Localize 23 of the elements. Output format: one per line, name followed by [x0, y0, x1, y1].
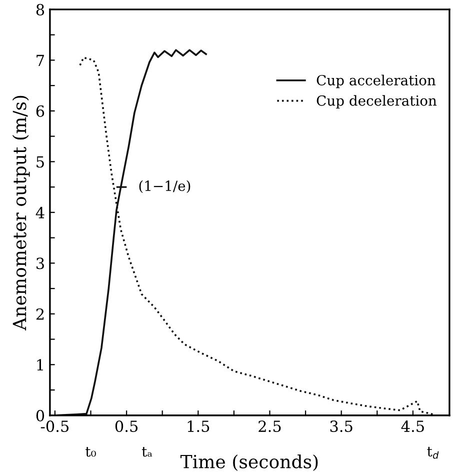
y-tick-label: 3 [36, 258, 44, 270]
x-tick-label: 4.5 [401, 420, 424, 432]
x-tick-label: 2.5 [258, 420, 281, 432]
y-tick-label: 4 [36, 206, 44, 218]
y-tick-label: 8 [36, 4, 44, 16]
annotation: t$_{d}$ [427, 446, 439, 459]
y-tick-label: 5 [36, 156, 44, 168]
annotation: (1−1/e) [139, 180, 190, 194]
legend-label: Cup deceleration [316, 95, 437, 109]
x-tick-label: 0.5 [115, 420, 138, 432]
y-axis-title: Anemometer output (m/s) [12, 96, 30, 330]
text: tₐ [142, 447, 152, 457]
x-axis-title: Time (seconds) [180, 454, 318, 471]
x-tick-label: 3.5 [330, 420, 352, 432]
legend-label: Cup acceleration [316, 74, 436, 88]
annotation: t₀ [86, 447, 96, 457]
x-tick-label: 1.5 [188, 420, 210, 432]
y-tick-label: 7 [36, 54, 44, 66]
y-tick-label: 6 [36, 105, 44, 117]
y-tick-label: 0 [36, 410, 44, 422]
x-tick-label: -0.5 [40, 420, 68, 432]
y-tick-label: 2 [36, 308, 44, 320]
y-tick-label: 1 [37, 359, 43, 370]
